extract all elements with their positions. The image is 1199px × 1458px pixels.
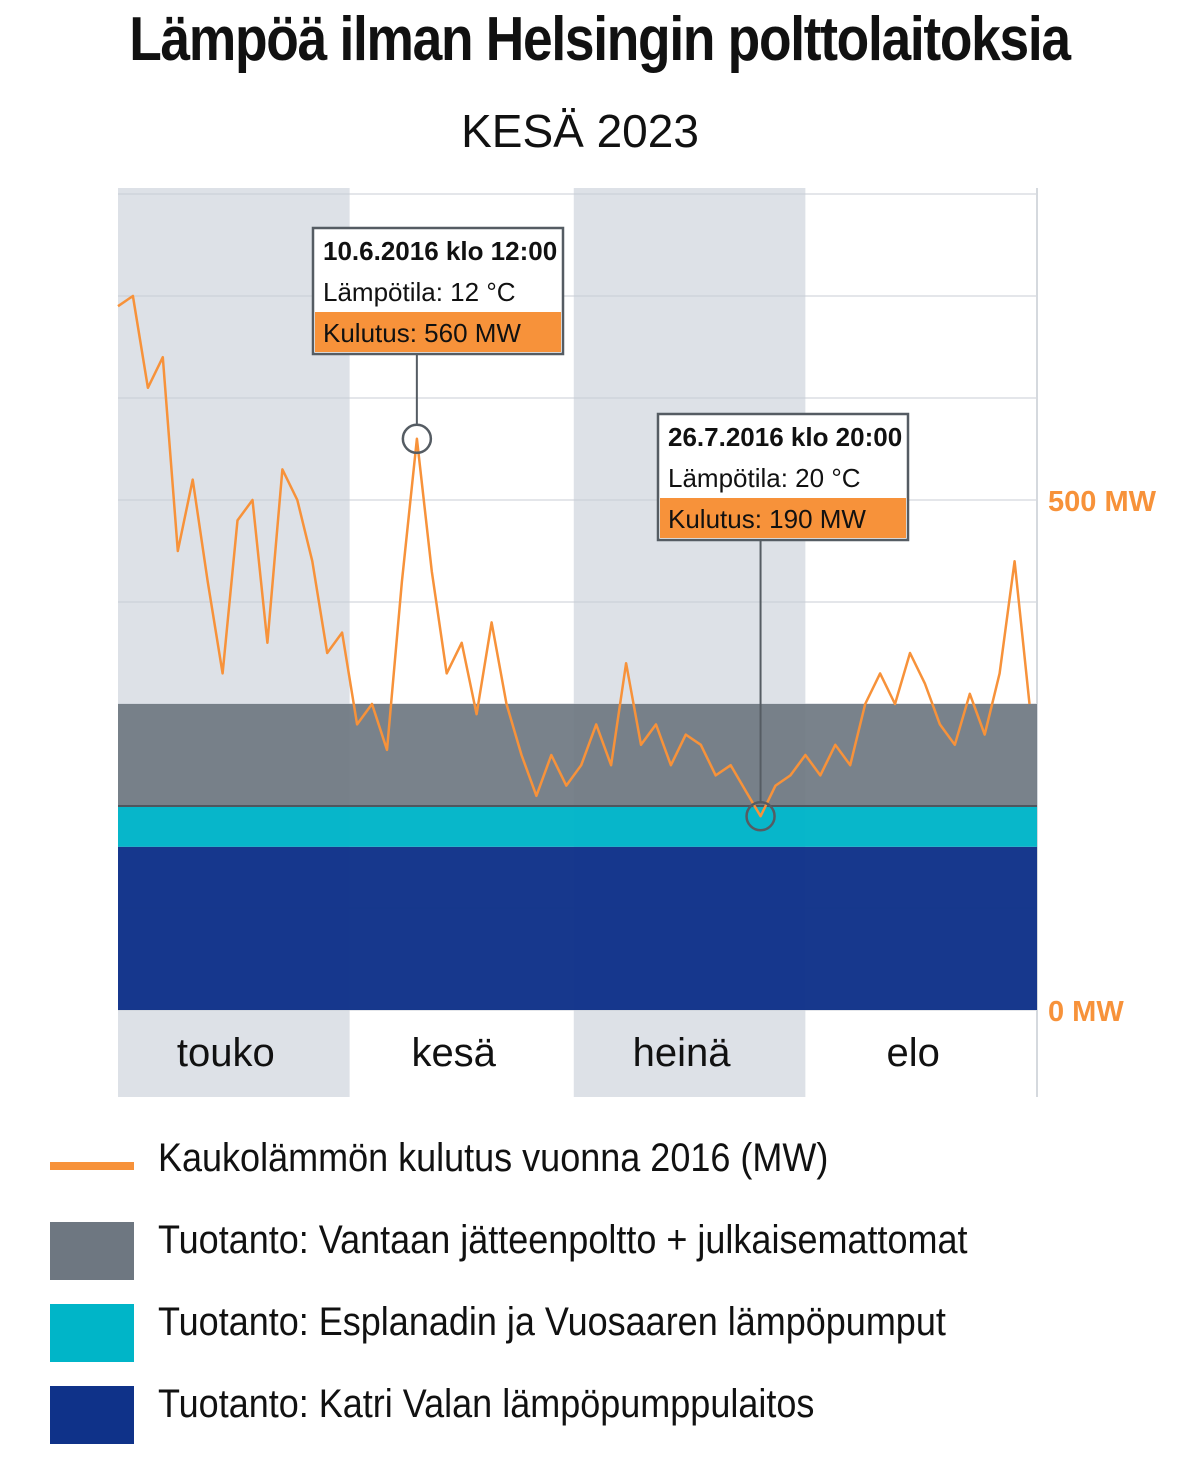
y-tick-label: 500 MW [1048, 486, 1157, 518]
month-label-elo: elo [886, 1031, 939, 1075]
annotation-date: 26.7.2016 klo 20:00 [668, 422, 902, 452]
annotations: 10.6.2016 klo 12:00 Lämpötila: 12 °C Kulut… [311, 226, 910, 832]
annotation-consumption: Kulutus: 560 MW [323, 318, 521, 348]
annotation-highlight [660, 498, 906, 538]
legend-swatch-katri-vala [50, 1386, 134, 1444]
legend-label: Tuotanto: Esplanadin ja Vuosaaren lämpöp… [158, 1300, 946, 1344]
annotation-2: 26.7.2016 klo 20:00 Lämpötila: 20 °C Kulut… [656, 412, 910, 832]
month-label-kesä: kesä [411, 1031, 496, 1075]
legend-swatch-consumption [50, 1162, 134, 1170]
annotation-temperature: Lämpötila: 20 °C [668, 463, 861, 493]
chart-title: Lämpöä ilman Helsingin polttolaitoksia [129, 5, 1071, 74]
annotation-consumption: Kulutus: 190 MW [668, 504, 866, 534]
y-tick-label: 0 MW [1048, 996, 1124, 1028]
annotation-marker [745, 800, 776, 832]
annotation-temperature: Lämpötila: 12 °C [323, 277, 516, 307]
legend-label: Tuotanto: Vantaan jätteenpoltto + julkai… [158, 1218, 968, 1262]
chart-canvas: touko kesä heinä elo 500 MW 0 MW 10.6.2016 k… [117, 188, 1157, 1097]
legend-label: Tuotanto: Katri Valan lämpöpumppulaitos [158, 1382, 815, 1426]
month-label-heinä: heinä [633, 1031, 732, 1075]
annotation-date: 10.6.2016 klo 12:00 [323, 236, 557, 266]
annotation-1: 10.6.2016 klo 12:00 Lämpötila: 12 °C Kulut… [311, 226, 565, 455]
production-vantaa [118, 704, 1037, 806]
production-katri-vala [118, 846, 1037, 1010]
month-label-touko: touko [177, 1031, 275, 1075]
annotation-marker [401, 423, 433, 455]
annotation-highlight [315, 312, 561, 352]
month-labels: touko kesä heinä elo [177, 1031, 940, 1075]
consumption-line [117, 294, 1031, 818]
production-stack [118, 704, 1037, 1010]
production-esplanadi [118, 806, 1037, 847]
y-axis-ticks: 500 MW 0 MW [1048, 486, 1157, 1028]
legend-label: Kaukolämmön kulutus vuonna 2016 (MW) [158, 1136, 829, 1180]
consumption-line-group [117, 294, 1031, 818]
chart-subtitle: KESÄ 2023 [461, 105, 699, 157]
legend-swatch-esplanadi [50, 1304, 134, 1362]
legend-swatch-vantaa [50, 1222, 134, 1280]
